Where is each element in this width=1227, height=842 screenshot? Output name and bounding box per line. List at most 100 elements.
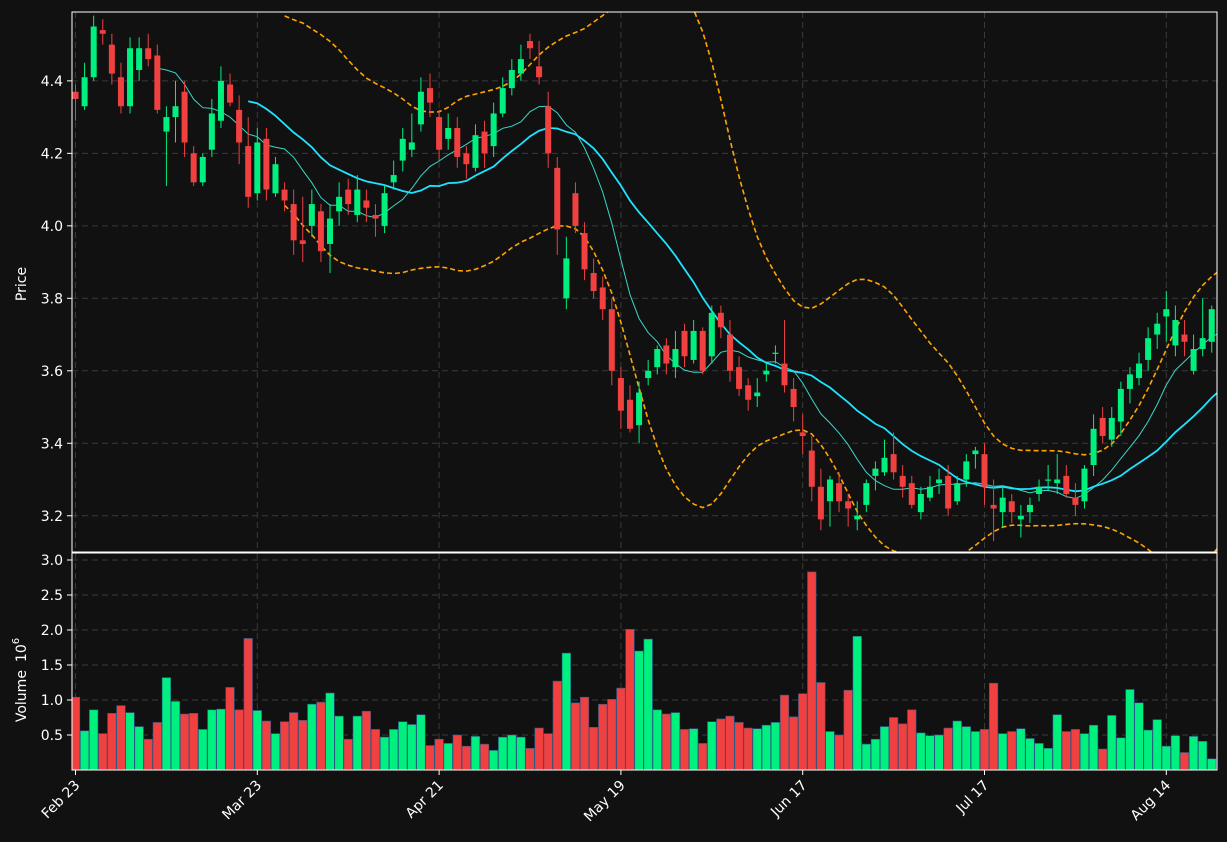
volume-bar (389, 729, 399, 770)
moving-average-fast-line (157, 67, 1217, 499)
volume-bar (698, 743, 708, 770)
candle-body (854, 515, 861, 520)
candle-body (936, 479, 943, 484)
volume-bar (525, 747, 535, 770)
volume-bar (534, 727, 544, 770)
volume-bar (561, 652, 571, 770)
upper-band-line (284, 12, 1217, 456)
candle-body (508, 69, 515, 89)
candle-body (1008, 501, 1015, 513)
candle-body (481, 131, 488, 154)
volume-bar (807, 571, 817, 770)
candle-body (1099, 417, 1106, 437)
volume-bar (770, 722, 781, 770)
volume-bar (425, 745, 435, 770)
volume-bar (970, 731, 981, 770)
candle-body (690, 330, 697, 360)
volume-bar (761, 724, 771, 770)
candle-body (263, 138, 270, 190)
candle-body (890, 454, 897, 473)
candle-body (72, 91, 79, 99)
candle-body (81, 77, 88, 107)
volume-bar (325, 692, 335, 770)
candle-body (227, 84, 234, 103)
candle-body (327, 218, 334, 244)
volume-bar (779, 694, 790, 770)
candle-body (136, 48, 143, 70)
candle-body (408, 142, 415, 150)
volume-bar (916, 732, 926, 770)
candle-body (208, 113, 215, 150)
volume-bar (825, 731, 835, 770)
volume-bar (707, 721, 717, 770)
candle-body (645, 370, 652, 379)
candle-body (917, 494, 924, 513)
price-tick-label: 3.2 (41, 509, 63, 525)
volume-bar (479, 743, 490, 770)
candle-body (863, 483, 870, 505)
volume-bar (1043, 747, 1053, 770)
volume-bar (443, 743, 453, 770)
candle-body (617, 378, 624, 411)
candle-body (517, 59, 524, 74)
volume-axis-multiplier: 10 (14, 644, 30, 662)
candle-body (290, 204, 297, 241)
candle-body (399, 138, 406, 161)
volume-bar (589, 726, 599, 770)
candle-body (1026, 504, 1033, 513)
volume-bar (661, 713, 671, 770)
volume-bar (1098, 748, 1108, 770)
candle-body (954, 483, 961, 502)
candle-body (1117, 388, 1124, 422)
candle-body (681, 330, 688, 357)
candle-body (899, 475, 906, 487)
volume-tick-label: 3.0 (41, 553, 63, 569)
volume-bar (125, 712, 135, 770)
candle-body (472, 135, 479, 168)
price-panel (72, 12, 1217, 552)
volume-bar (179, 713, 190, 770)
candle-body (536, 66, 543, 78)
volume-bar (988, 682, 999, 770)
candle-body (172, 106, 179, 118)
volume-bar (489, 750, 499, 770)
volume-bar (1143, 729, 1153, 770)
candle-body (217, 80, 224, 121)
volume-bar (952, 720, 962, 770)
volume-bar (316, 701, 326, 770)
volume-bar (334, 715, 344, 770)
volume-bar (416, 714, 426, 770)
candle-body (626, 399, 633, 429)
volume-bar (852, 635, 862, 770)
volume-bar (743, 727, 753, 770)
candle-body (345, 189, 352, 205)
candle-body (317, 211, 324, 252)
volume-bar (652, 709, 662, 770)
volume-tick-label: 1.5 (41, 658, 63, 674)
volume-bar (434, 738, 444, 770)
volume-bar (543, 733, 553, 770)
candle-body (554, 167, 561, 230)
price-tick-label: 4.4 (41, 74, 63, 90)
volume-bar (725, 715, 735, 770)
volume-bar (1016, 728, 1026, 770)
candle-body (236, 109, 243, 143)
volume-bar (961, 726, 971, 770)
volume-bar (716, 718, 726, 770)
price-tick-label: 3.8 (41, 291, 63, 307)
candle-body (981, 454, 988, 487)
volume-bar (398, 721, 408, 770)
volume-bar (643, 638, 653, 770)
volume-bar (470, 736, 481, 770)
candle-body (527, 40, 533, 49)
price-panel-frame (71, 11, 1218, 553)
candle-body (245, 146, 252, 197)
volume-bar (1025, 738, 1035, 770)
volume-bar (689, 728, 699, 770)
candle-body (845, 501, 852, 509)
volume-bar (307, 703, 317, 770)
candle-body (308, 204, 315, 226)
volume-bar (798, 693, 808, 770)
volume-tick-label: 1.0 (41, 693, 63, 709)
volume-bar (1188, 736, 1199, 770)
